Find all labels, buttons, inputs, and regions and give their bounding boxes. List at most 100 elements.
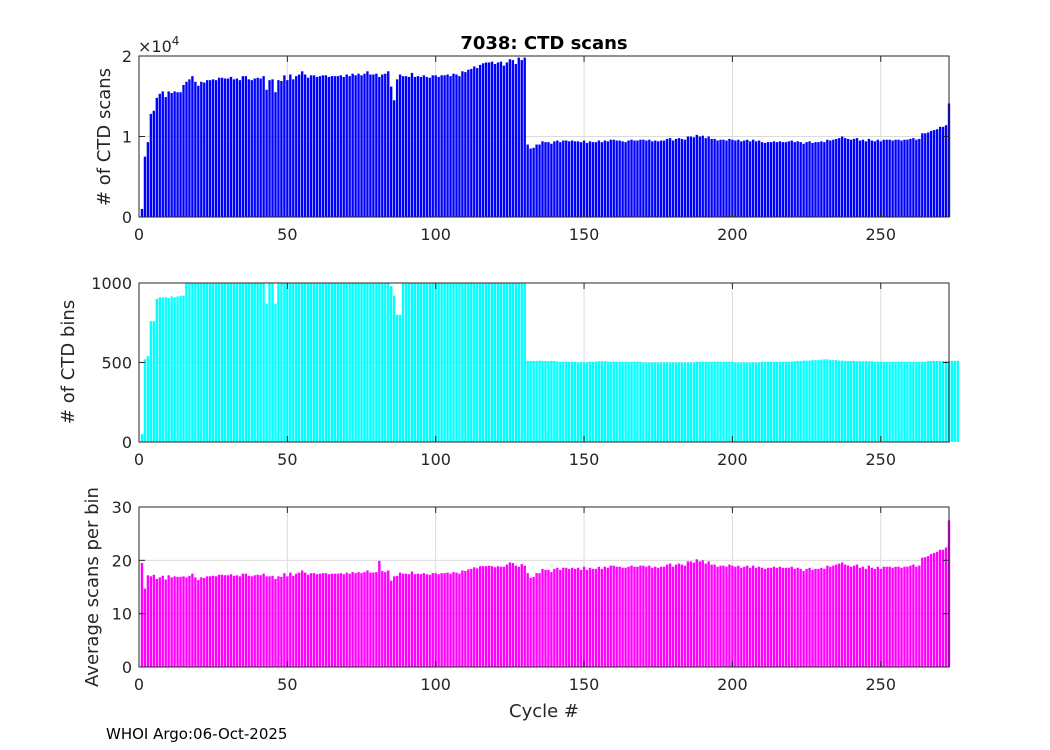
scans-bar [404, 76, 408, 218]
bins-bar [404, 283, 408, 442]
scans-bar [769, 142, 773, 217]
average-x-tick-label: 250 [865, 675, 896, 694]
average-bar [793, 568, 796, 667]
average-bar [286, 576, 289, 667]
bins-bar [838, 360, 841, 442]
bins-bar [591, 361, 595, 442]
average-bar [312, 573, 316, 667]
bins-bar [140, 434, 144, 442]
bins-bar [176, 296, 179, 442]
scans-bar [390, 86, 393, 217]
scans-bar [214, 80, 218, 218]
bins-bar [645, 362, 648, 442]
scans-bar [751, 139, 755, 217]
scans-x-tick-label: 50 [277, 225, 297, 244]
average-bar [167, 575, 170, 667]
average-bar [674, 564, 678, 667]
bins-bar [692, 362, 696, 442]
scans-bar [422, 75, 426, 217]
bins-bar [870, 361, 874, 442]
bins-bar [247, 283, 250, 442]
scans-bar [829, 140, 832, 217]
average-bar [559, 569, 562, 667]
bins-bar [437, 283, 440, 442]
average-bar [271, 575, 274, 667]
scans-bar [437, 76, 440, 218]
bins-bar [600, 361, 604, 442]
average-bar [760, 567, 764, 667]
average-bar [532, 576, 535, 667]
bins-y-tick-label: 500 [101, 354, 132, 373]
scans-bar [164, 97, 167, 217]
average-bar [576, 567, 580, 667]
bins-bar [303, 283, 307, 442]
bins-bar [443, 283, 446, 442]
bins-bar [146, 356, 150, 442]
scans-bar [431, 75, 434, 217]
scans-bar [725, 140, 728, 217]
bins-bar [401, 283, 405, 442]
bins-bar [612, 361, 615, 442]
bins-bar [244, 283, 247, 442]
average-bar [811, 569, 814, 667]
bins-bar [710, 361, 713, 442]
bins-bar [449, 283, 452, 442]
bins-bar [882, 361, 885, 442]
average-bar [932, 552, 936, 667]
bins-bar [194, 283, 197, 442]
average-bar [505, 564, 509, 667]
bins-bar [784, 361, 787, 442]
scans-bar [173, 91, 176, 217]
average-bar [170, 577, 173, 667]
average-bar [591, 568, 595, 667]
scans-bar [440, 75, 443, 217]
scans-bar [517, 57, 520, 217]
scans-bar [256, 77, 259, 218]
scans-bar [464, 72, 467, 217]
bins-bar [573, 361, 577, 442]
average-bar [229, 574, 233, 667]
average-bar [885, 566, 888, 667]
average-bar [301, 570, 304, 667]
scans-bar [244, 76, 247, 218]
bins-bar [855, 361, 859, 442]
bins-bar [301, 283, 304, 442]
bins-bar [864, 361, 868, 442]
average-bar [214, 576, 218, 667]
average-bar [743, 566, 746, 667]
scans-bar [698, 136, 701, 217]
scans-bar [846, 138, 850, 217]
scans-bar [217, 77, 221, 218]
bins-bar [556, 361, 559, 442]
scans-bar [692, 137, 696, 217]
scans-bar [624, 142, 627, 217]
bins-bar [188, 283, 191, 442]
scans-bar [582, 140, 586, 217]
average-bar [683, 565, 687, 667]
bins-bar [912, 361, 915, 442]
average-bar [384, 572, 387, 667]
scans-bar [606, 141, 609, 217]
scans-bar [550, 143, 553, 217]
bins-bar [660, 362, 663, 442]
average-bar [179, 576, 182, 667]
average-bar [464, 571, 467, 667]
bins-bar [754, 362, 758, 442]
scans-bar [303, 74, 307, 217]
average-bar [378, 560, 381, 667]
bins-bar [749, 362, 752, 442]
average-bar [535, 573, 538, 667]
average-bar [351, 572, 354, 667]
bins-bar [348, 283, 351, 442]
average-bar [838, 563, 841, 667]
scans-bar [301, 71, 304, 217]
average-bar [897, 566, 900, 667]
bins-bar [704, 361, 707, 442]
scans-bar [897, 139, 900, 217]
average-bar [149, 576, 153, 667]
scans-bar [873, 141, 877, 217]
average-bar [410, 571, 414, 667]
bins-bar [903, 361, 906, 442]
bins-bar [668, 362, 672, 442]
bins-bar [935, 360, 939, 442]
